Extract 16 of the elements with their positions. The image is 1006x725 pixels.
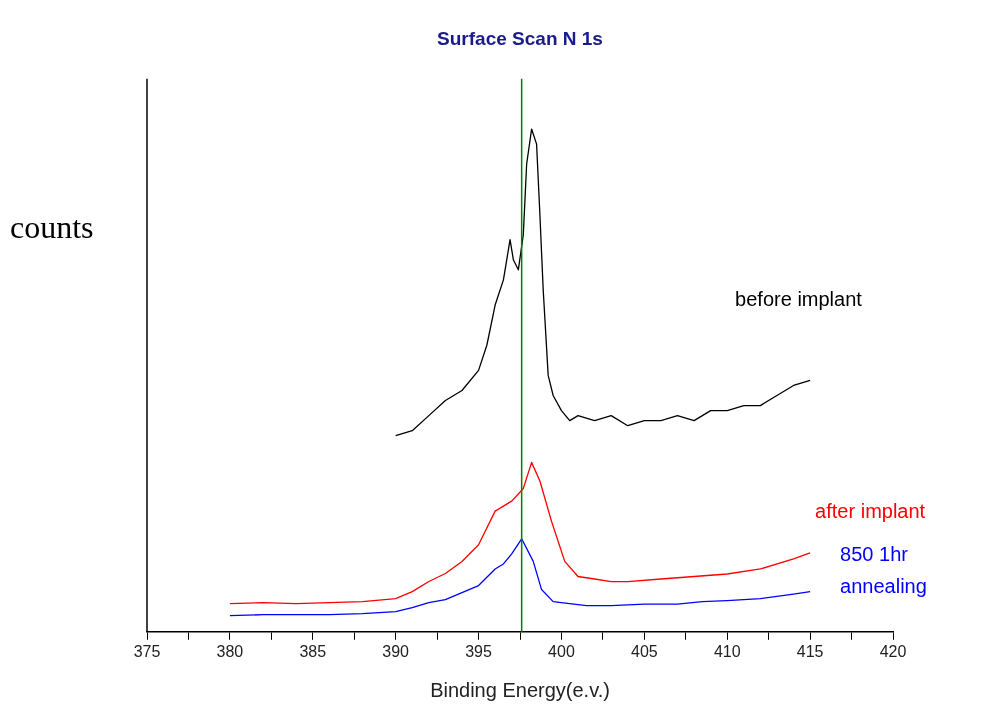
- x-tick-label: 390: [382, 642, 410, 660]
- x-tick-label: 405: [630, 642, 658, 660]
- x-tick-label: 395: [465, 642, 492, 660]
- text: before implant: [735, 287, 863, 310]
- x-tick-label: 385: [299, 642, 327, 660]
- x-tick-label: 410: [713, 642, 741, 660]
- chart-title: Surface Scan N 1s: [437, 27, 603, 49]
- x-tick-label: 375: [133, 642, 161, 660]
- x-tick-label: 415: [796, 642, 824, 660]
- series-label: after implant: [815, 500, 926, 523]
- x-tick-label: 380: [216, 642, 244, 660]
- x-tick-label: 420: [879, 642, 907, 660]
- x-axis-title: Binding Energy(e.v.): [430, 678, 610, 701]
- x-tick-label: 400: [548, 642, 575, 660]
- series-label: 850 1hr annealing: [840, 543, 927, 598]
- y-axis-title: counts: [10, 209, 94, 246]
